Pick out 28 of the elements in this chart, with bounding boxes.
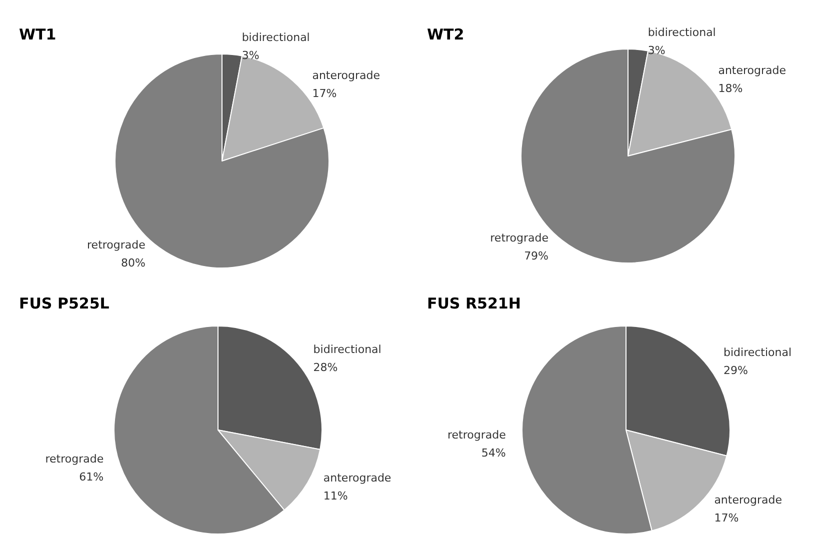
data-label: 61% bbox=[79, 470, 104, 484]
chart-title: FUS R521H bbox=[427, 294, 521, 312]
data-label: 29% bbox=[723, 364, 748, 377]
data-label: 79% bbox=[524, 249, 549, 262]
data-label: 3% bbox=[242, 49, 260, 62]
slice-label: bidirectional bbox=[313, 343, 382, 356]
slice-label: anterograde bbox=[312, 69, 380, 82]
slice-label: bidirectional bbox=[242, 31, 310, 44]
data-label: 17% bbox=[714, 512, 739, 525]
slice-label: retrograde bbox=[490, 231, 549, 244]
chart-title: WT1 bbox=[19, 26, 56, 44]
slice-label: bidirectional bbox=[723, 346, 792, 359]
data-label: 80% bbox=[120, 256, 146, 270]
slice-label: retrograde bbox=[448, 428, 506, 442]
slice-label: anterograde bbox=[714, 494, 782, 507]
data-label: 11% bbox=[323, 490, 348, 503]
slice-label: anterograde bbox=[718, 64, 786, 78]
data-label: 54% bbox=[481, 446, 506, 460]
data-label: 28% bbox=[313, 361, 338, 374]
chart-title: FUS P525L bbox=[19, 294, 110, 312]
chart-title: WT2 bbox=[427, 26, 464, 44]
slice-label: anterograde bbox=[323, 472, 392, 485]
slice-label: retrograde bbox=[87, 238, 146, 252]
data-label: 18% bbox=[718, 82, 743, 96]
slice-label: retrograde bbox=[45, 452, 104, 466]
data-label: 3% bbox=[648, 44, 666, 58]
slice-label: bidirectional bbox=[648, 26, 716, 40]
data-label: 17% bbox=[312, 87, 337, 100]
